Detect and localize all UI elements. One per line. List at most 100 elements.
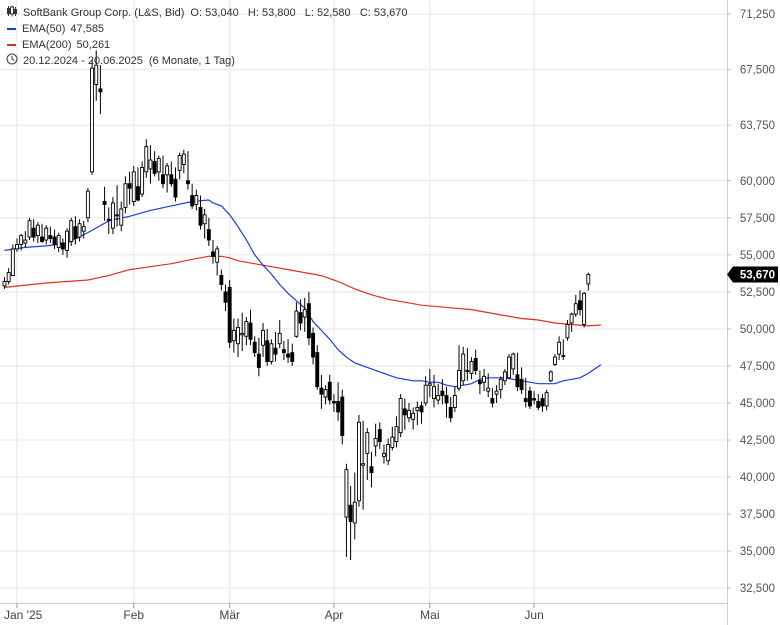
candle-body-down xyxy=(419,405,424,413)
candle-body-up xyxy=(148,159,153,170)
y-tick-label: 50,000 xyxy=(740,324,775,336)
candle-body-up xyxy=(177,155,182,171)
candle xyxy=(461,346,466,386)
candle-body-down xyxy=(536,401,541,408)
candle xyxy=(436,383,441,405)
candle-body-up xyxy=(85,190,90,219)
candle xyxy=(448,397,453,423)
candle xyxy=(252,336,257,358)
candle xyxy=(173,167,178,202)
candle xyxy=(2,277,7,289)
candle xyxy=(165,162,170,193)
candle-body-up xyxy=(452,395,457,408)
candle xyxy=(386,438,391,466)
x-tick-label: Mär xyxy=(219,608,240,622)
candle-body-down xyxy=(369,466,374,474)
candle xyxy=(319,374,324,409)
legend-ema200-row[interactable]: EMA(200) 50,261 xyxy=(6,37,408,53)
x-tick-label: Mai xyxy=(420,608,439,622)
candle xyxy=(186,151,190,190)
candle-body-down xyxy=(286,353,291,358)
candle xyxy=(348,485,353,561)
candle xyxy=(423,376,428,406)
candle xyxy=(177,152,182,180)
candle-body-up xyxy=(81,226,86,232)
candle-body-down xyxy=(311,332,316,358)
candle-body-up xyxy=(390,436,395,448)
candle-body-down xyxy=(527,390,532,407)
candle-body-up xyxy=(261,329,265,346)
candle xyxy=(402,398,407,430)
candle xyxy=(311,327,316,365)
y-tick-label: 60,000 xyxy=(740,176,775,188)
candle xyxy=(502,368,507,386)
candle-body-up xyxy=(586,274,591,285)
candle xyxy=(198,195,203,230)
candle-body-down xyxy=(169,174,174,185)
ema200-line xyxy=(4,255,601,327)
candle xyxy=(361,420,366,510)
legend-ema50-row[interactable]: EMA(50) 47,585 xyxy=(6,21,408,37)
y-tick-label: 45,000 xyxy=(740,398,775,410)
candle xyxy=(194,189,199,211)
candle xyxy=(344,463,349,558)
ema50-swatch xyxy=(7,28,16,30)
candle xyxy=(298,299,303,331)
candle-body-down xyxy=(273,347,278,355)
candle-body-up xyxy=(144,146,149,173)
candle xyxy=(123,176,128,214)
candle-body-up xyxy=(181,153,186,165)
candle-body-down xyxy=(473,358,478,371)
y-tick-label: 71,250 xyxy=(740,9,775,21)
candle-body-up xyxy=(427,383,432,386)
candle xyxy=(411,407,416,430)
ema200-swatch xyxy=(7,44,16,46)
candle-body-up xyxy=(277,332,282,345)
candle-body-up xyxy=(94,64,99,85)
candle-body-up xyxy=(511,353,516,370)
candle-body-down xyxy=(448,406,453,419)
candle-body-down xyxy=(161,174,165,185)
candle xyxy=(236,318,240,358)
candle xyxy=(27,217,32,241)
candle xyxy=(557,336,562,361)
candle xyxy=(244,317,249,346)
candle xyxy=(465,348,470,381)
candle-body-up xyxy=(65,230,70,251)
candle-body-down xyxy=(377,429,382,442)
candle-body-up xyxy=(294,310,299,337)
ohlc-values: O: 53,040 H: 53,800 L: 52,580 C: 53,670 xyxy=(190,7,408,19)
candle-body-down xyxy=(490,398,495,404)
candle xyxy=(202,208,207,239)
candle-body-up xyxy=(436,395,441,401)
candle xyxy=(77,219,82,242)
candle-body-down xyxy=(98,88,103,93)
candle-body-down xyxy=(127,183,132,189)
candle-body-up xyxy=(6,272,11,282)
candle-body-up xyxy=(202,214,207,225)
candle-body-down xyxy=(327,381,332,401)
candle xyxy=(286,339,291,363)
candle-body-down xyxy=(519,378,524,391)
candle-body-up xyxy=(231,329,236,342)
candle-body-down xyxy=(73,226,78,239)
candle xyxy=(231,318,236,353)
y-tick-label: 37,500 xyxy=(740,509,775,521)
candle xyxy=(169,161,174,187)
candle-body-up xyxy=(236,326,240,345)
candle xyxy=(60,238,65,255)
y-tick-label: 55,000 xyxy=(740,250,775,262)
candle-body-up xyxy=(15,244,19,250)
candle-body-up xyxy=(407,409,411,419)
candle-body-up xyxy=(131,171,136,202)
candle-body-up xyxy=(561,355,566,358)
candle xyxy=(582,291,587,328)
candle xyxy=(407,402,411,423)
ema200-label: EMA(200) xyxy=(22,39,72,51)
candle-body-down xyxy=(306,303,311,339)
candle xyxy=(507,354,512,380)
candle-body-up xyxy=(244,321,249,337)
candle-body-down xyxy=(340,396,345,437)
candle-body-up xyxy=(35,224,40,237)
